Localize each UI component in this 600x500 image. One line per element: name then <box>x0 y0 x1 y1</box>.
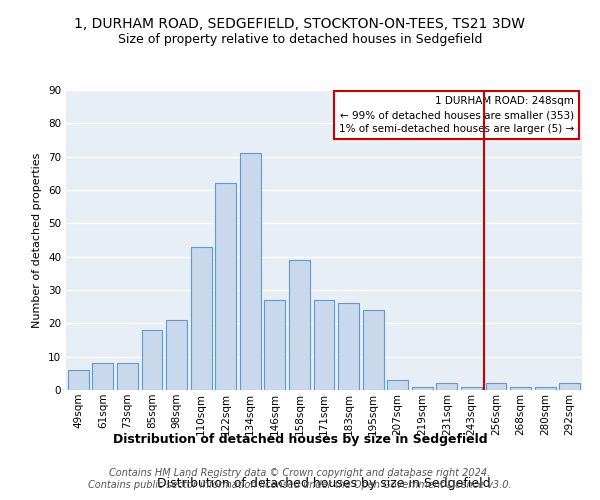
Bar <box>461 386 482 390</box>
Bar <box>338 304 359 390</box>
Bar <box>92 364 113 390</box>
Bar <box>412 386 433 390</box>
Bar <box>68 370 89 390</box>
Bar <box>142 330 163 390</box>
Bar <box>559 384 580 390</box>
Text: Contains HM Land Registry data © Crown copyright and database right 2024.
Contai: Contains HM Land Registry data © Crown c… <box>88 468 512 490</box>
Text: Distribution of detached houses by size in Sedgefield: Distribution of detached houses by size … <box>113 432 487 446</box>
Bar <box>314 300 334 390</box>
Bar <box>535 386 556 390</box>
Bar <box>289 260 310 390</box>
Bar <box>485 384 506 390</box>
Bar <box>166 320 187 390</box>
Bar <box>436 384 457 390</box>
X-axis label: Distribution of detached houses by size in Sedgefield: Distribution of detached houses by size … <box>157 476 491 490</box>
Bar <box>215 184 236 390</box>
Bar <box>117 364 138 390</box>
Y-axis label: Number of detached properties: Number of detached properties <box>32 152 43 328</box>
Bar <box>387 380 408 390</box>
Text: 1 DURHAM ROAD: 248sqm
← 99% of detached houses are smaller (353)
1% of semi-deta: 1 DURHAM ROAD: 248sqm ← 99% of detached … <box>339 96 574 134</box>
Bar <box>240 154 261 390</box>
Bar <box>265 300 286 390</box>
Bar <box>362 310 383 390</box>
Bar <box>191 246 212 390</box>
Bar <box>510 386 531 390</box>
Text: Size of property relative to detached houses in Sedgefield: Size of property relative to detached ho… <box>118 32 482 46</box>
Text: 1, DURHAM ROAD, SEDGEFIELD, STOCKTON-ON-TEES, TS21 3DW: 1, DURHAM ROAD, SEDGEFIELD, STOCKTON-ON-… <box>74 18 526 32</box>
